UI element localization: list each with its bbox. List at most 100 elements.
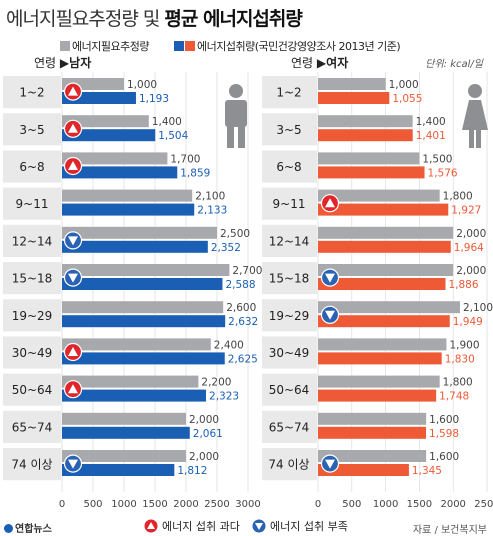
female-required-bar — [318, 226, 454, 239]
footer-under-label: 에너지 섭취 부족 — [270, 520, 348, 533]
female-intake-value: 1,964 — [454, 242, 484, 254]
female-age-box — [262, 448, 317, 481]
female-panel: 0 500 1000 1500 2000 2500 1~2 1,000 1,055 3~5 1,40… — [262, 72, 493, 510]
male-required-bar — [62, 412, 186, 425]
female-intake-bar — [318, 203, 449, 216]
female-age-label: 6~8 — [276, 160, 301, 174]
male-age-box — [3, 150, 61, 183]
male-required-bar — [62, 301, 224, 314]
male-intake-bar — [62, 426, 190, 439]
marker-triangle — [68, 161, 78, 170]
legend-swatch-required — [60, 41, 70, 51]
female-intake-bar — [318, 129, 413, 142]
male-intake-value: 2,133 — [197, 205, 227, 217]
male-intake-value: 2,352 — [211, 242, 241, 254]
female-required-bar — [318, 115, 413, 128]
female-age-label: 50~64 — [269, 383, 310, 397]
male-required-bar — [62, 189, 193, 202]
source-label: 자료 / 보건복지부 — [412, 525, 487, 536]
female-age-label: 12~14 — [269, 234, 310, 248]
marker-triangle — [68, 86, 78, 96]
marker-triangle — [68, 459, 78, 469]
female-intake-bar — [318, 166, 425, 179]
figure-leg — [469, 128, 474, 148]
male-panel: 0 500 1000 1500 2000 2500 3000 1~2 1,000 1,193 3~5… — [3, 72, 262, 510]
male-required-value: 1,700 — [170, 153, 200, 165]
female-intake-value: 1,748 — [439, 391, 469, 403]
logo-icon — [4, 524, 13, 533]
male-panel-header: 연령 ▶남자 — [34, 56, 92, 70]
female-age-box — [262, 187, 317, 220]
triangle-up-icon — [63, 82, 83, 101]
female-panel-header: 연령 ▶여자 — [291, 56, 349, 70]
female-required-bar — [318, 78, 386, 90]
female-age-box — [262, 224, 317, 257]
male-intake-bar — [62, 389, 207, 402]
logo: 연합뉴스 — [4, 520, 52, 535]
female-tick-label: 1500 — [407, 499, 432, 510]
marker-triangle — [325, 273, 335, 283]
male-required-value: 2,000 — [189, 414, 219, 426]
triangle-up-icon — [144, 519, 158, 533]
female-required-value: 1,600 — [429, 414, 459, 426]
female-figure-icon — [462, 84, 488, 148]
female-age-header: 연령 — [291, 56, 314, 70]
figure-dress — [462, 100, 488, 130]
triangle-up-icon — [63, 342, 83, 362]
female-intake-value: 1,576 — [428, 167, 458, 179]
female-age-label: 19~29 — [269, 309, 310, 323]
male-required-bar — [62, 338, 211, 351]
female-age-box — [262, 373, 317, 406]
male-tick-label: 500 — [83, 499, 102, 510]
male-age-box — [3, 76, 61, 109]
legend-intake: 에너지섭취량(국민건강영양조사 2013년 기준) — [174, 38, 401, 54]
male-intake-value: 2,625 — [228, 353, 258, 365]
male-age-label: 65~74 — [12, 420, 53, 434]
male-intake-value: 1,193 — [139, 93, 169, 105]
female-age-label: 15~18 — [269, 272, 310, 286]
male-header: 남자 — [69, 56, 92, 70]
female-required-bar — [318, 450, 427, 462]
female-intake-bar — [318, 389, 437, 402]
female-row: 65~74 1,600 1,598 — [262, 410, 459, 443]
male-age-label: 1~2 — [19, 86, 44, 100]
male-intake-bar — [62, 352, 225, 365]
male-tick-label: 2500 — [204, 499, 229, 510]
male-intake-bar — [62, 166, 178, 179]
male-row: 65~74 2,000 2,061 — [3, 410, 223, 443]
female-header: 여자 — [326, 56, 349, 70]
female-intake-value: 1,886 — [448, 279, 478, 291]
triangle-down-icon — [320, 305, 340, 324]
marker-triangle — [68, 347, 78, 356]
male-required-value: 2,000 — [189, 451, 219, 463]
female-intake-bar — [318, 278, 446, 290]
male-age-box — [3, 299, 61, 332]
triangle-up-icon — [63, 380, 83, 399]
male-tick-label: 0 — [59, 499, 65, 510]
male-required-bar — [62, 115, 149, 128]
male-age-box — [3, 262, 61, 295]
marker-triangle — [325, 310, 335, 320]
female-age-box — [262, 76, 317, 109]
female-intake-bar — [318, 315, 450, 328]
male-required-bar — [62, 375, 199, 388]
title-part1: 에너지필요추정량 및 — [6, 8, 160, 30]
male-row: 6~8 1,700 1,859 — [3, 150, 210, 183]
figure-leg — [238, 124, 245, 148]
male-intake-value: 2,323 — [209, 391, 239, 403]
female-row: 15~18 2,000 1,886 — [262, 262, 486, 295]
male-tick-label: 1500 — [142, 499, 167, 510]
female-tick-label: 1000 — [373, 499, 398, 510]
female-required-value: 1,400 — [416, 116, 446, 128]
footer-legend-under: 에너지 섭취 부족 — [252, 518, 348, 534]
female-row: 30~49 1,900 1,830 — [262, 336, 480, 369]
male-intake-value: 1,812 — [177, 465, 207, 477]
female-required-value: 2,100 — [463, 302, 493, 314]
triangle-down-icon — [252, 519, 266, 533]
female-age-label: 74 이상 — [268, 458, 309, 472]
female-age-label: 1~2 — [276, 86, 301, 100]
female-required-bar — [318, 412, 427, 425]
male-tick-label: 2000 — [173, 499, 198, 510]
marker-triangle — [325, 459, 335, 469]
